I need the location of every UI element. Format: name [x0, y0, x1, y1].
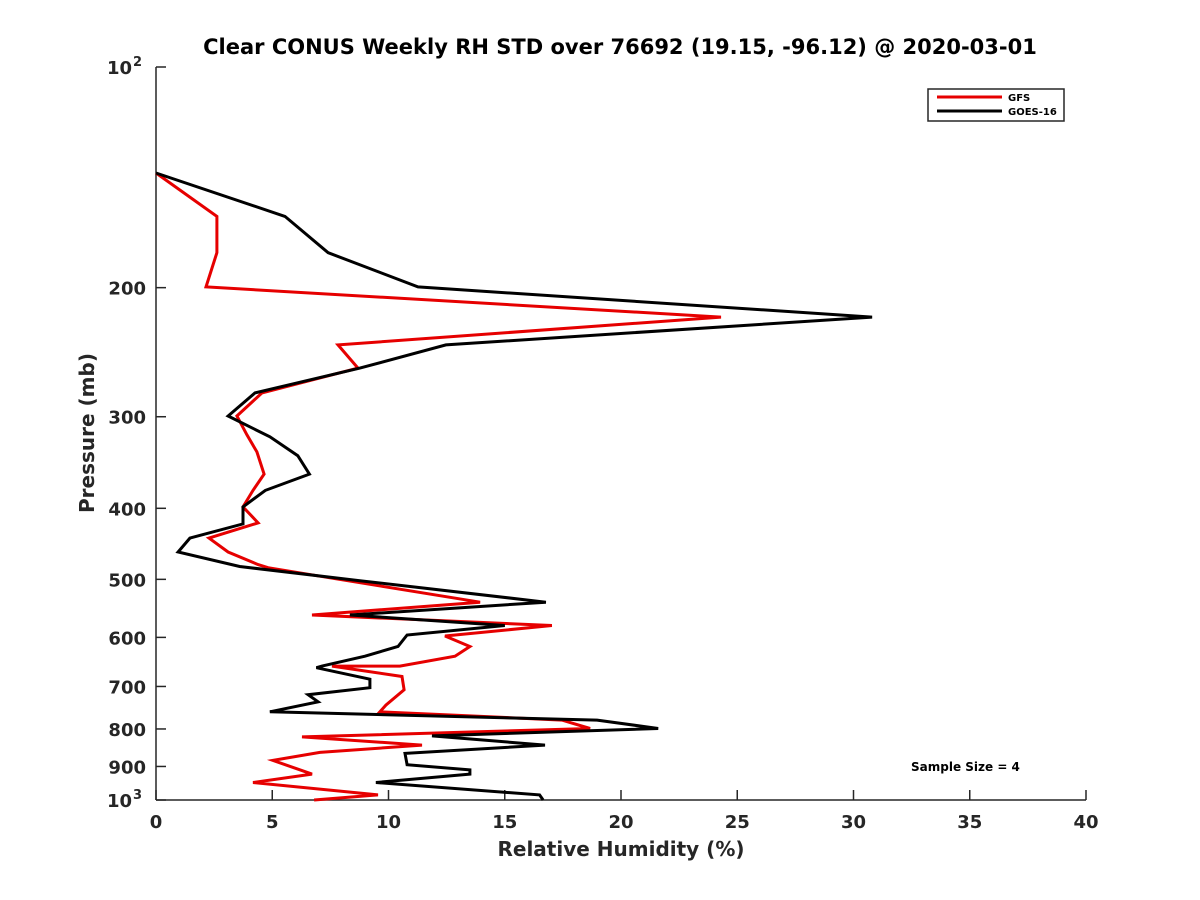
legend-label-gfs: GFS — [1008, 93, 1030, 104]
x-ticks: 0 5 10 15 20 25 30 35 40 — [150, 790, 1099, 833]
x-tick-label: 10 — [376, 812, 401, 833]
x-tick-label: 40 — [1073, 812, 1098, 833]
axes — [155, 67, 1086, 801]
y-tick-label: 900 — [108, 757, 146, 778]
series-group — [155, 171, 873, 802]
series-line-goes16 — [155, 171, 873, 801]
x-tick-label: 5 — [266, 812, 279, 833]
y-tick-label: 500 — [108, 570, 146, 591]
y-tick-exponent: 2 — [133, 55, 142, 70]
series-line-gfs — [155, 171, 722, 802]
x-tick-label: 30 — [841, 812, 866, 833]
x-tick-label: 35 — [957, 812, 982, 833]
x-tick-label: 0 — [150, 812, 163, 833]
legend-label-goes16: GOES-16 — [1008, 107, 1057, 118]
y-tick-label: 600 — [108, 628, 146, 649]
y-tick-exponent: 3 — [133, 788, 142, 803]
y-axis-label: Pressure (mb) — [75, 353, 99, 513]
x-tick-label: 25 — [725, 812, 750, 833]
legend: GFS GOES-16 — [927, 88, 1065, 122]
y-tick-label: 400 — [108, 499, 146, 520]
sample-size-annotation: Sample Size = 4 — [911, 760, 1020, 774]
x-axis-label: Relative Humidity (%) — [497, 837, 744, 861]
y-tick-label: 10 — [107, 791, 132, 812]
chart-title: Clear CONUS Weekly RH STD over 76692 (19… — [203, 35, 1037, 59]
y-tick-label: 700 — [108, 677, 146, 698]
y-tick-label: 200 — [108, 279, 146, 300]
x-tick-label: 20 — [608, 812, 633, 833]
legend-box — [927, 88, 1065, 122]
y-tick-label: 800 — [108, 720, 146, 741]
x-tick-label: 15 — [492, 812, 517, 833]
y-tick-label: 300 — [108, 408, 146, 429]
y-tick-label: 10 — [107, 58, 132, 79]
